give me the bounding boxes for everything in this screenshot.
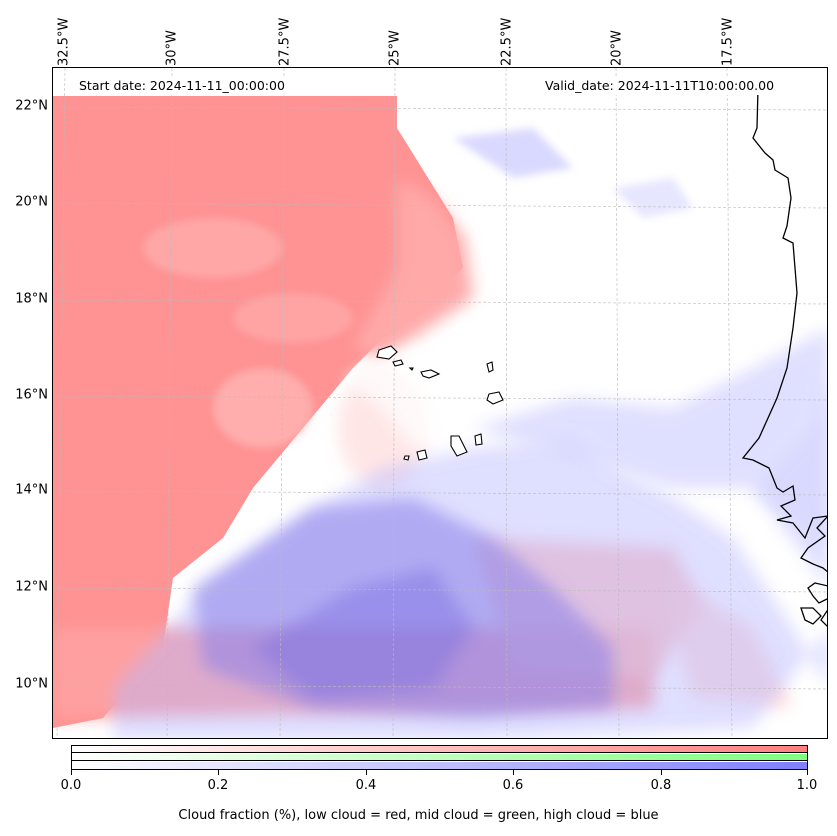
island-santa-luzia xyxy=(408,367,414,371)
lat-label-12n: 12°N xyxy=(15,579,48,595)
colorbar-high xyxy=(72,762,807,770)
lon-label-20w: 20°W xyxy=(609,30,625,66)
map-canvas xyxy=(53,68,827,738)
colorbar-tick-3: 0.6 xyxy=(502,778,524,793)
lon-label-17-5w: 17.5°W xyxy=(720,17,736,66)
lat-label-10n: 10°N xyxy=(15,676,48,692)
island-brava xyxy=(403,455,410,461)
colorbar-caption: Cloud fraction (%), low cloud = red, mid… xyxy=(178,808,659,823)
lon-label-25w: 25°W xyxy=(387,30,403,66)
colorbar-low xyxy=(72,746,807,754)
island-maio xyxy=(474,433,483,446)
colorbar-tick-5: 1.0 xyxy=(796,778,818,793)
graticule xyxy=(53,68,827,738)
lon-label-32-5w: 32.5°W xyxy=(56,17,72,66)
colorbar-tick-2: 0.4 xyxy=(355,778,377,793)
colorbar-tick-4: 0.8 xyxy=(650,778,672,793)
colorbar-tick-0: 0.0 xyxy=(60,778,82,793)
lat-label-22n: 22°N xyxy=(15,98,48,114)
island-sao-nicolau xyxy=(420,369,441,379)
island-boa-vista xyxy=(486,391,504,405)
lat-label-14n: 14°N xyxy=(15,482,48,498)
lon-label-22-5w: 22.5°W xyxy=(499,17,515,66)
coastline xyxy=(741,87,827,627)
valid-date-label: Valid_date: 2024-11-11T10:00:00.00 xyxy=(539,77,781,95)
high-cloud-layer xyxy=(113,128,827,738)
island-santo-antao xyxy=(376,345,398,360)
start-date-label: Start date: 2024-11-11_00:00:00 xyxy=(73,77,291,95)
island-santiago xyxy=(450,435,468,457)
island-sao-vicente xyxy=(392,359,404,367)
islands xyxy=(376,345,504,461)
island-fogo xyxy=(416,449,428,461)
lat-label-20n: 20°N xyxy=(15,194,48,210)
cloud-fraction-map: Start date: 2024-11-11_00:00:00 Valid_da… xyxy=(52,67,828,739)
lat-label-18n: 18°N xyxy=(15,291,48,307)
island-sal xyxy=(486,361,494,373)
colorbar-tick-1: 0.2 xyxy=(207,778,229,793)
lon-label-27-5w: 27.5°W xyxy=(277,17,293,66)
lat-label-16n: 16°N xyxy=(15,387,48,403)
lon-label-30w: 30°W xyxy=(164,30,180,66)
colorbar-mid xyxy=(72,754,807,762)
colorbar xyxy=(71,745,808,770)
